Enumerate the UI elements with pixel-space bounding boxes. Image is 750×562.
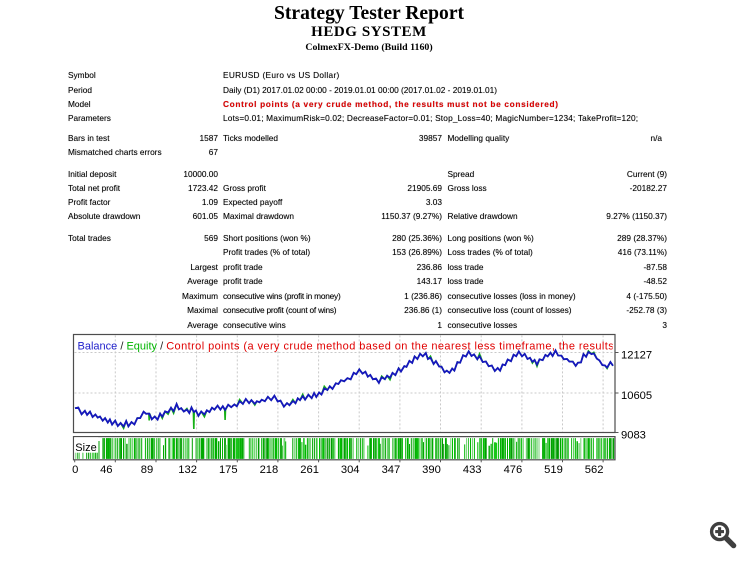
svg-text:Size: Size xyxy=(75,442,96,454)
svg-text:10605: 10605 xyxy=(621,390,652,402)
svg-text:0: 0 xyxy=(72,464,78,476)
svg-text:390: 390 xyxy=(422,464,441,476)
svg-text:304: 304 xyxy=(341,464,360,476)
svg-text:132: 132 xyxy=(178,464,197,476)
svg-text:562: 562 xyxy=(585,464,604,476)
svg-text:46: 46 xyxy=(100,464,112,476)
svg-text:347: 347 xyxy=(382,464,401,476)
svg-text:Balance / Equity / Control poi: Balance / Equity / Control points (a ver… xyxy=(78,341,746,353)
svg-text:476: 476 xyxy=(504,464,523,476)
svg-text:9083: 9083 xyxy=(621,430,646,442)
svg-text:261: 261 xyxy=(300,464,319,476)
svg-text:433: 433 xyxy=(463,464,482,476)
svg-text:12127: 12127 xyxy=(621,350,652,362)
svg-text:519: 519 xyxy=(544,464,563,476)
svg-text:89: 89 xyxy=(141,464,153,476)
svg-text:218: 218 xyxy=(260,464,279,476)
svg-text:175: 175 xyxy=(219,464,238,476)
